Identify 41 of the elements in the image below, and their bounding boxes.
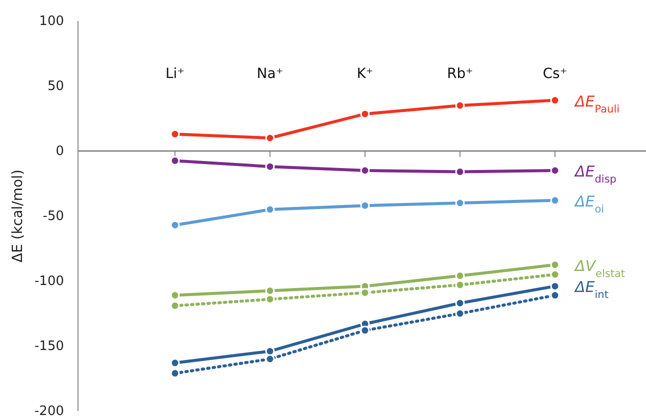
y-axis-title: ΔE (kcal/mol) — [10, 170, 26, 262]
point — [170, 358, 180, 368]
y-tick-label: -150 — [34, 339, 64, 354]
y-tick-label: 0 — [56, 144, 64, 160]
series-label: ΔE$_{disp}$ — [574, 162, 617, 186]
x-tick-label: Li⁺ — [165, 66, 185, 82]
point — [170, 129, 180, 139]
point — [550, 196, 560, 206]
point — [265, 133, 275, 143]
point — [550, 166, 560, 176]
x-tick-label: Rb⁺ — [446, 66, 474, 82]
y-tick-label: 100 — [39, 14, 64, 30]
point — [265, 204, 275, 214]
point — [360, 109, 370, 119]
series-label: ΔE$_{Pauli}$ — [574, 92, 620, 116]
point — [265, 286, 275, 296]
y-tick-label: 50 — [47, 79, 64, 94]
series-label: ΔV$_{elstat}$ — [574, 256, 626, 280]
point — [170, 156, 180, 166]
point — [360, 288, 370, 298]
point — [455, 280, 465, 290]
point — [360, 200, 370, 210]
point — [170, 220, 180, 230]
point — [265, 162, 275, 172]
series-label: ΔE$_{oi}$ — [574, 192, 604, 216]
point — [455, 100, 465, 110]
x-tick-label: Na⁺ — [256, 66, 284, 82]
point — [455, 298, 465, 308]
y-tick-label: -50 — [42, 209, 64, 224]
x-tick-label: Cs⁺ — [542, 66, 568, 82]
point — [360, 326, 370, 336]
x-tick-label: K⁺ — [356, 66, 374, 82]
point — [550, 260, 560, 270]
series-label: ΔE$_{int}$ — [574, 278, 608, 302]
y-tick-label: -200 — [34, 404, 64, 416]
point — [455, 308, 465, 318]
point — [265, 354, 275, 364]
point — [455, 198, 465, 208]
point — [550, 270, 560, 280]
y-tick-label: -100 — [34, 274, 64, 290]
point — [360, 166, 370, 176]
